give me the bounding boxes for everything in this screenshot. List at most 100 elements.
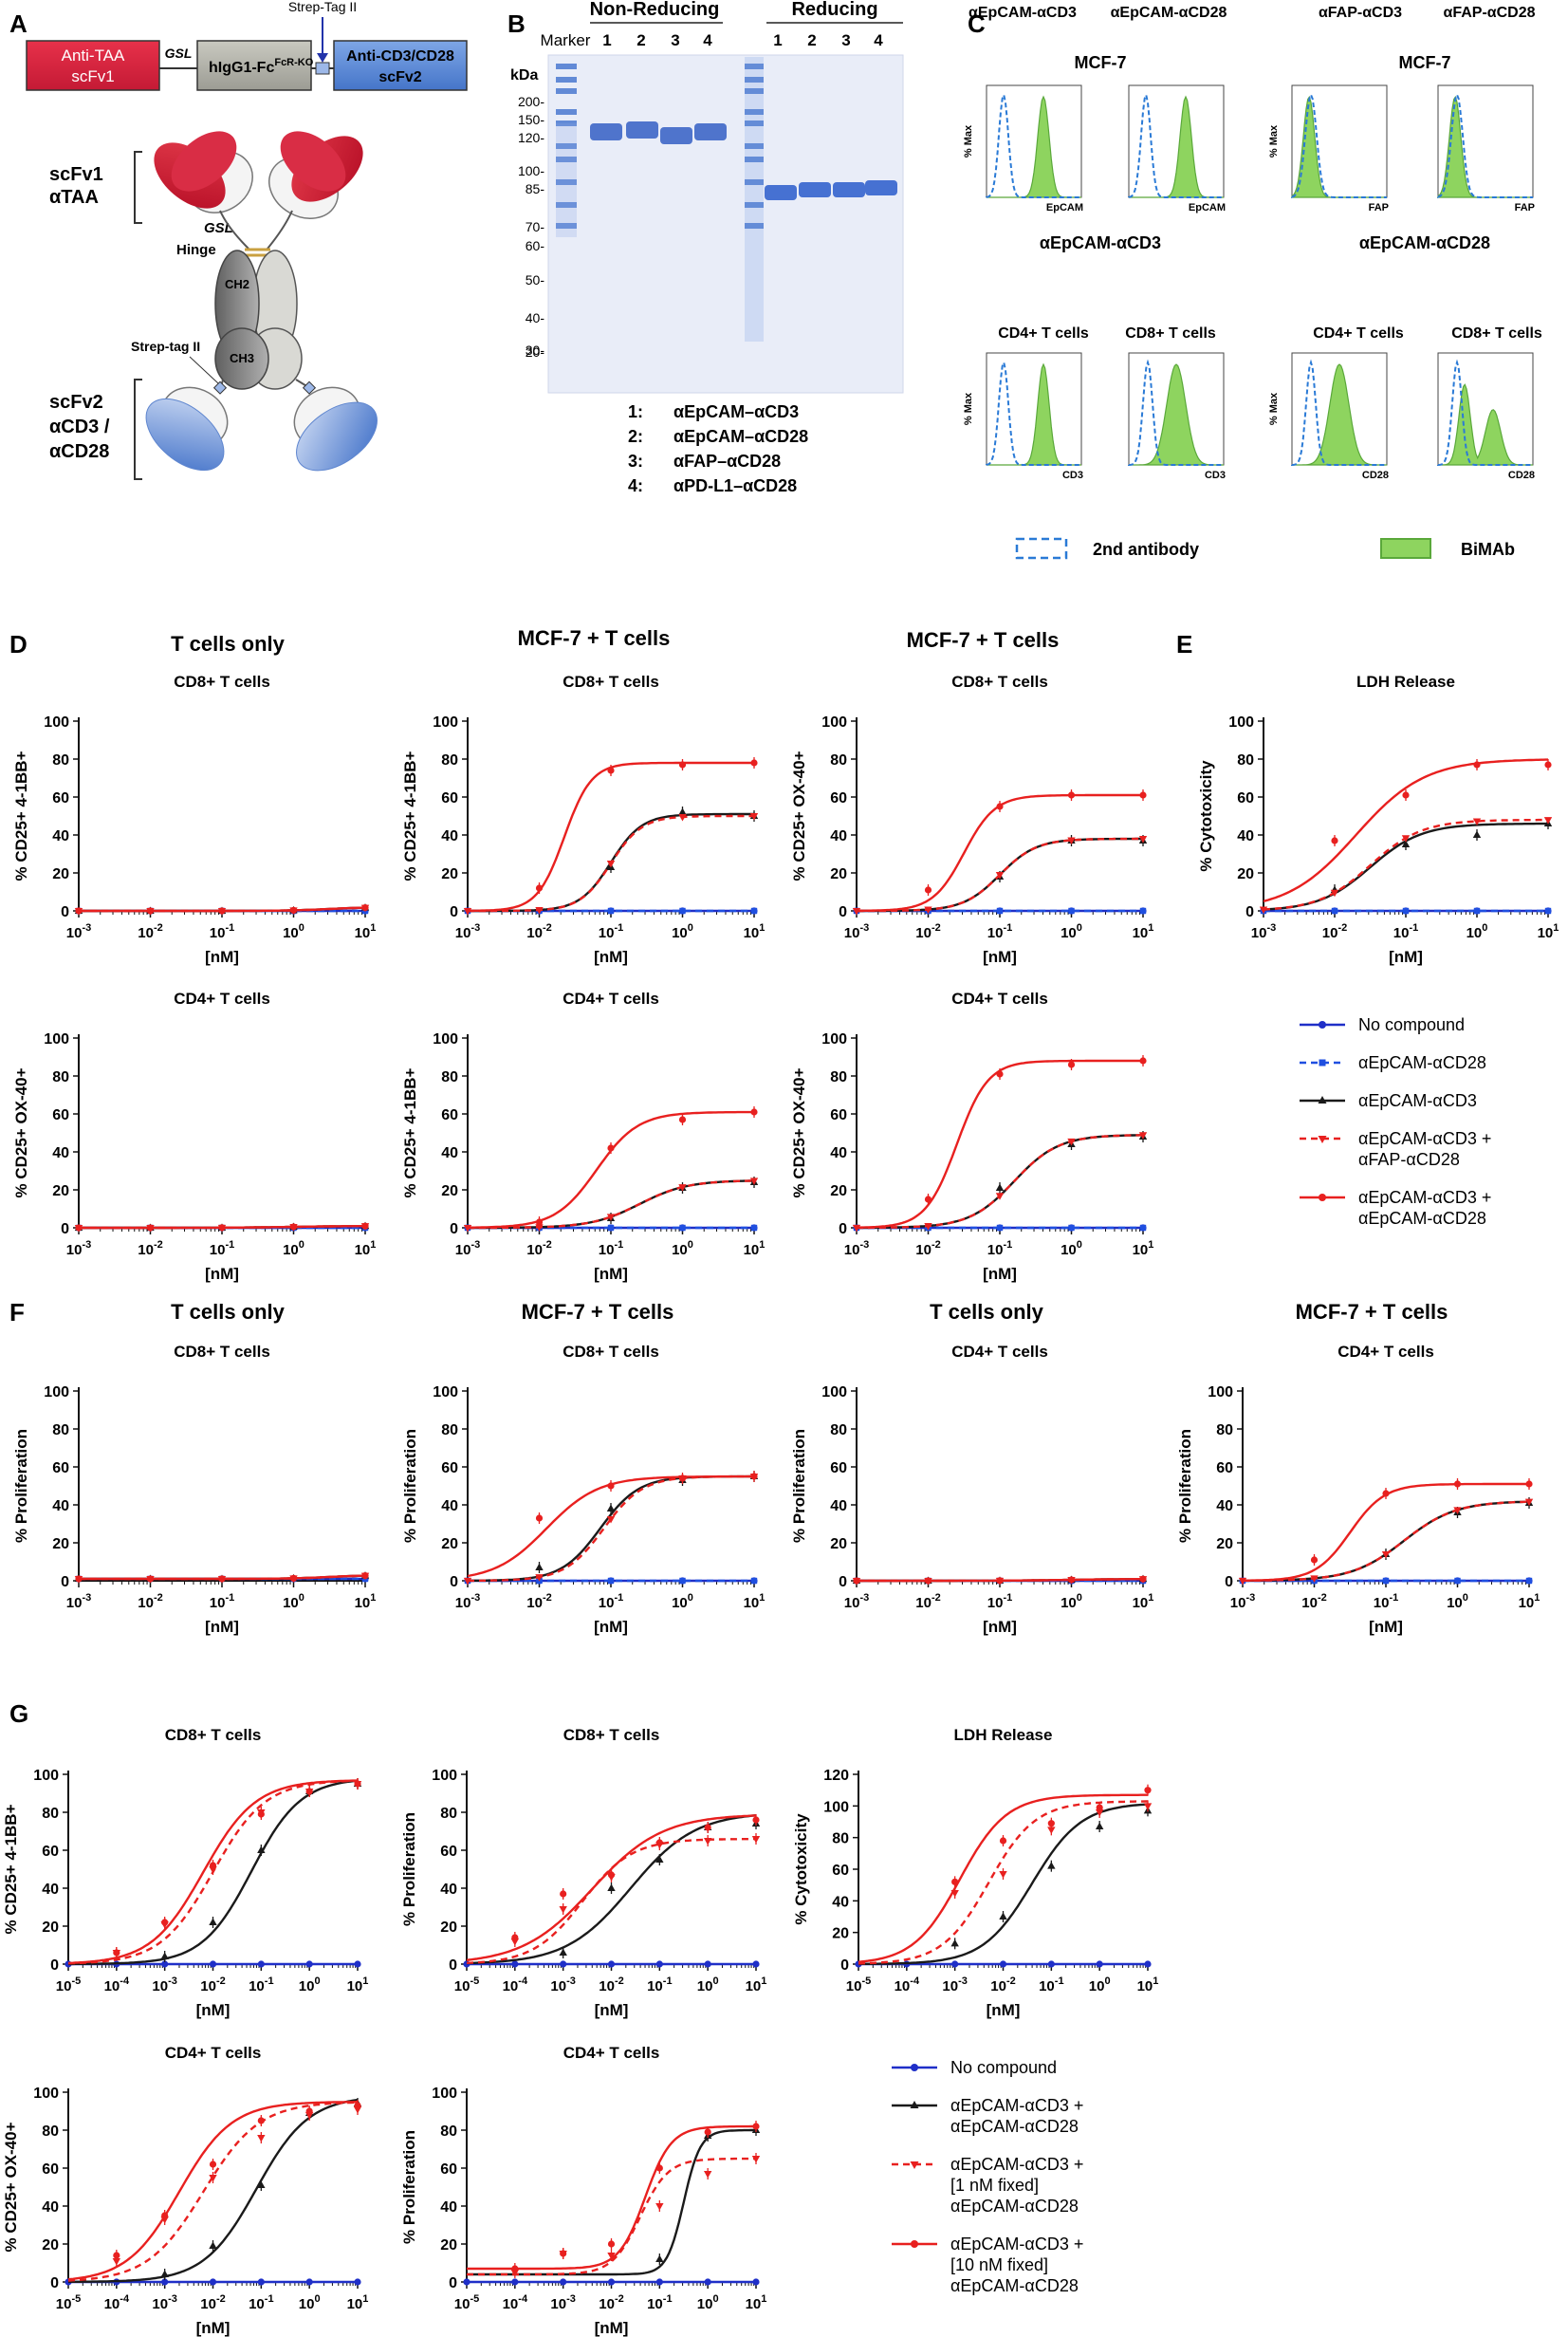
data-point (704, 1824, 711, 1831)
data-point (160, 2270, 169, 2277)
x-tick-exp: -1 (265, 2293, 274, 2305)
c-header-2: αEpCAM-αCD28 (1111, 5, 1227, 21)
data-point (678, 807, 687, 815)
x-tick-label: 100 (1061, 922, 1082, 941)
series (467, 1106, 758, 1229)
reducing-band (765, 185, 797, 200)
x-tick-base: 10 (210, 1595, 226, 1611)
x-tick-exp: 0 (1463, 1592, 1468, 1604)
series (68, 1778, 362, 1965)
y-tick-label: 60 (1237, 790, 1254, 807)
mw-label: 85- (526, 181, 545, 196)
y-tick-label: 100 (821, 1384, 847, 1400)
chart-subtitle: CD4+ T cells (174, 990, 270, 1008)
data-point (751, 2156, 761, 2163)
x-tick-base: 10 (550, 2296, 566, 2312)
series (463, 813, 759, 916)
data-point (289, 1223, 298, 1231)
data-point (679, 1577, 686, 1585)
data-point (1138, 1132, 1148, 1140)
gel-title-nonreducing: Non-Reducing (590, 0, 720, 20)
data-point (354, 1780, 361, 1788)
data-point (1453, 1507, 1462, 1514)
c-header-4: αFAP-αCD28 (1443, 5, 1535, 21)
x-tick-base: 10 (599, 1242, 615, 1258)
x-tick-label: 101 (1133, 1592, 1154, 1611)
x-tick-label: 10-5 (454, 2293, 479, 2312)
x-tick-base: 10 (1251, 925, 1267, 941)
x-tick-base: 10 (1322, 925, 1338, 941)
y-tick-label: 100 (1208, 1384, 1233, 1400)
bimab-histogram (1292, 363, 1387, 466)
y-tick-label: 20 (830, 1183, 847, 1199)
x-tick-base: 10 (915, 925, 932, 941)
y-tick-label: 20 (52, 1183, 69, 1199)
y-tick-label: 100 (432, 1768, 457, 1784)
x-tick-exp: -4 (518, 2293, 528, 2305)
series-curve (1243, 1500, 1529, 1582)
data-point (257, 2278, 265, 2286)
data-point (1402, 907, 1410, 915)
data-point (257, 1845, 266, 1853)
series-curve (857, 793, 1143, 913)
x-tick-exp: -1 (614, 1239, 623, 1251)
x-tick-label: 10-2 (200, 2293, 225, 2312)
bimab-histogram (1438, 383, 1533, 466)
series (853, 1575, 1147, 1585)
x-tick-base: 10 (744, 925, 760, 941)
data-point (535, 884, 544, 892)
panel-label-c: C (968, 9, 986, 38)
series (463, 1960, 760, 1968)
y-tick-label: 60 (441, 790, 458, 807)
y-axis-label: % Proliferation (1176, 1429, 1194, 1543)
x-tick-label: 10-2 (526, 1239, 551, 1258)
data-point (1139, 1575, 1147, 1583)
y-axis-label: % CD25+ OX-40+ (12, 1067, 30, 1197)
x-tick-label: 101 (744, 1592, 766, 1611)
data-point (999, 1960, 1007, 1968)
y-tick-label: 40 (440, 2199, 457, 2216)
y-tick-label: 0 (839, 1221, 847, 1237)
gel-lane-nr-4: 4 (703, 31, 712, 49)
y-tick-label: 100 (33, 2086, 59, 2102)
x-tick-base: 10 (1519, 1595, 1535, 1611)
x-tick-base: 10 (66, 1242, 83, 1258)
y-tick-label: 0 (450, 904, 458, 920)
x-tick-exp: -5 (861, 1975, 871, 1987)
x-tick-base: 10 (355, 1242, 371, 1258)
x-tick-base: 10 (152, 1978, 168, 1994)
flow-ylabel: % Max (1268, 124, 1280, 158)
x-tick-base: 10 (1061, 1595, 1077, 1611)
y-tick-label: 100 (44, 714, 69, 731)
y-tick-label: 100 (433, 1384, 458, 1400)
y-axis-label: % Proliferation (401, 1429, 419, 1543)
y-tick-label: 40 (1237, 828, 1254, 844)
data-point (749, 813, 759, 821)
x-tick-label: 100 (672, 1592, 693, 1611)
y-tick-label: 80 (830, 1422, 847, 1438)
data-point (679, 1224, 686, 1232)
data-point (750, 907, 758, 915)
legend-marker (910, 2161, 919, 2169)
reducing-band (865, 180, 897, 195)
marker-band-reducing (745, 121, 764, 126)
data-point (999, 1837, 1007, 1845)
x-tick-exp: -4 (910, 1975, 920, 1987)
series-curve (468, 1475, 754, 1583)
data-point (535, 1224, 544, 1232)
x-tick-base: 10 (599, 2296, 615, 2312)
data-point (112, 2258, 121, 2266)
second-antibody-histogram (986, 91, 1081, 198)
y-tick-label: 120 (823, 1768, 849, 1784)
y-tick-label: 40 (440, 1882, 457, 1898)
data-point (113, 1949, 120, 1957)
x-tick-base: 10 (987, 1595, 1004, 1611)
x-tick-base: 10 (990, 1978, 1006, 1994)
x-tick-exp: -4 (518, 1975, 528, 1987)
x-tick-label: 10-4 (503, 2293, 528, 2312)
data-point (1139, 791, 1147, 799)
